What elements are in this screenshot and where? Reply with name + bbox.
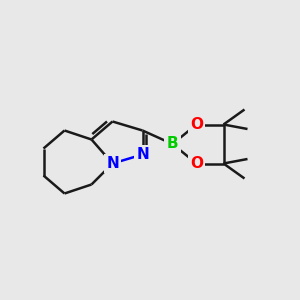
Text: O: O <box>190 156 203 171</box>
Text: B: B <box>167 136 178 152</box>
Text: N: N <box>136 147 149 162</box>
Text: O: O <box>190 117 203 132</box>
Text: N: N <box>106 156 119 171</box>
